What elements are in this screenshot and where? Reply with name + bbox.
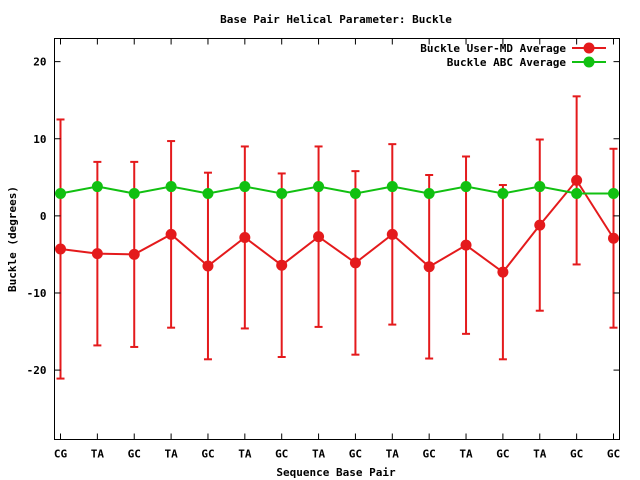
x-tick-label: GC	[423, 448, 436, 461]
series-2-point	[386, 181, 398, 193]
series-1-point	[239, 231, 251, 243]
legend-label: Buckle User-MD Average	[420, 42, 566, 55]
series-2-point	[202, 188, 214, 200]
series-1-point	[91, 248, 103, 260]
x-axis: CG TA GC TA GC TA GC TA GC TA GC TA GC TA GC GC	[54, 38, 620, 461]
series-1-point	[55, 243, 66, 255]
series-1-point	[313, 231, 325, 243]
series-1-point	[497, 266, 509, 278]
x-tick-label: TA	[386, 448, 400, 461]
x-tick-label: TA	[312, 448, 326, 461]
x-tick-label: GC	[570, 448, 583, 461]
series-2-point	[128, 188, 140, 200]
series-1-point	[423, 261, 435, 273]
x-tick-label: GC	[275, 448, 288, 461]
series-1-point	[571, 174, 583, 186]
x-axis-label: Sequence Base Pair	[276, 466, 396, 479]
y-axis: 20 10 0 -10 -20	[27, 56, 620, 377]
series-2-point	[423, 188, 435, 200]
series-1-point	[534, 219, 546, 231]
x-tick-label: TA	[459, 448, 473, 461]
y-tick-label: -10	[27, 287, 47, 300]
series-1-point	[202, 260, 214, 272]
series-2-point	[165, 181, 177, 193]
series-2-point	[571, 188, 583, 200]
x-tick-label: GC	[349, 448, 362, 461]
legend-marker	[583, 42, 595, 54]
series-2-point	[91, 181, 103, 193]
series-2-point	[55, 188, 66, 200]
y-tick-label: -20	[27, 364, 47, 377]
legend-label: Buckle ABC Average	[447, 56, 567, 69]
chart-title: Base Pair Helical Parameter: Buckle	[220, 13, 452, 26]
plot-frame	[54, 38, 620, 440]
series-2-point	[313, 181, 325, 193]
series-2-point	[276, 188, 288, 200]
series-2-line	[60, 185, 614, 195]
series-1-point	[608, 232, 619, 244]
x-tick-label: GC	[128, 448, 141, 461]
x-tick-label: GC	[607, 448, 620, 461]
series-1-point	[386, 228, 398, 240]
series-1-point	[165, 228, 177, 240]
series-1-point	[460, 239, 472, 251]
series-2-point	[608, 188, 619, 200]
series-2-point	[239, 181, 251, 193]
series-2-point	[349, 188, 361, 200]
x-tick-label: GC	[201, 448, 214, 461]
series-1-point	[276, 259, 288, 271]
series-1-point	[128, 248, 140, 260]
x-tick-label: TA	[533, 448, 547, 461]
y-tick-label: 10	[33, 133, 46, 146]
y-tick-label: 0	[40, 210, 47, 223]
y-axis-label: Buckle (degrees)	[6, 186, 19, 292]
x-tick-label: TA	[91, 448, 105, 461]
series-1-line	[60, 178, 615, 274]
x-tick-label: TA	[238, 448, 252, 461]
series-2-point	[460, 181, 472, 193]
series-2-point	[497, 188, 509, 200]
legend-marker	[583, 56, 595, 68]
x-tick-label: TA	[164, 448, 178, 461]
y-tick-label: 20	[33, 56, 46, 69]
series-1-point	[349, 257, 361, 269]
x-tick-label: CG	[54, 448, 68, 461]
x-tick-label: GC	[496, 448, 509, 461]
plot-area	[55, 95, 619, 380]
series-2-point	[534, 181, 546, 193]
